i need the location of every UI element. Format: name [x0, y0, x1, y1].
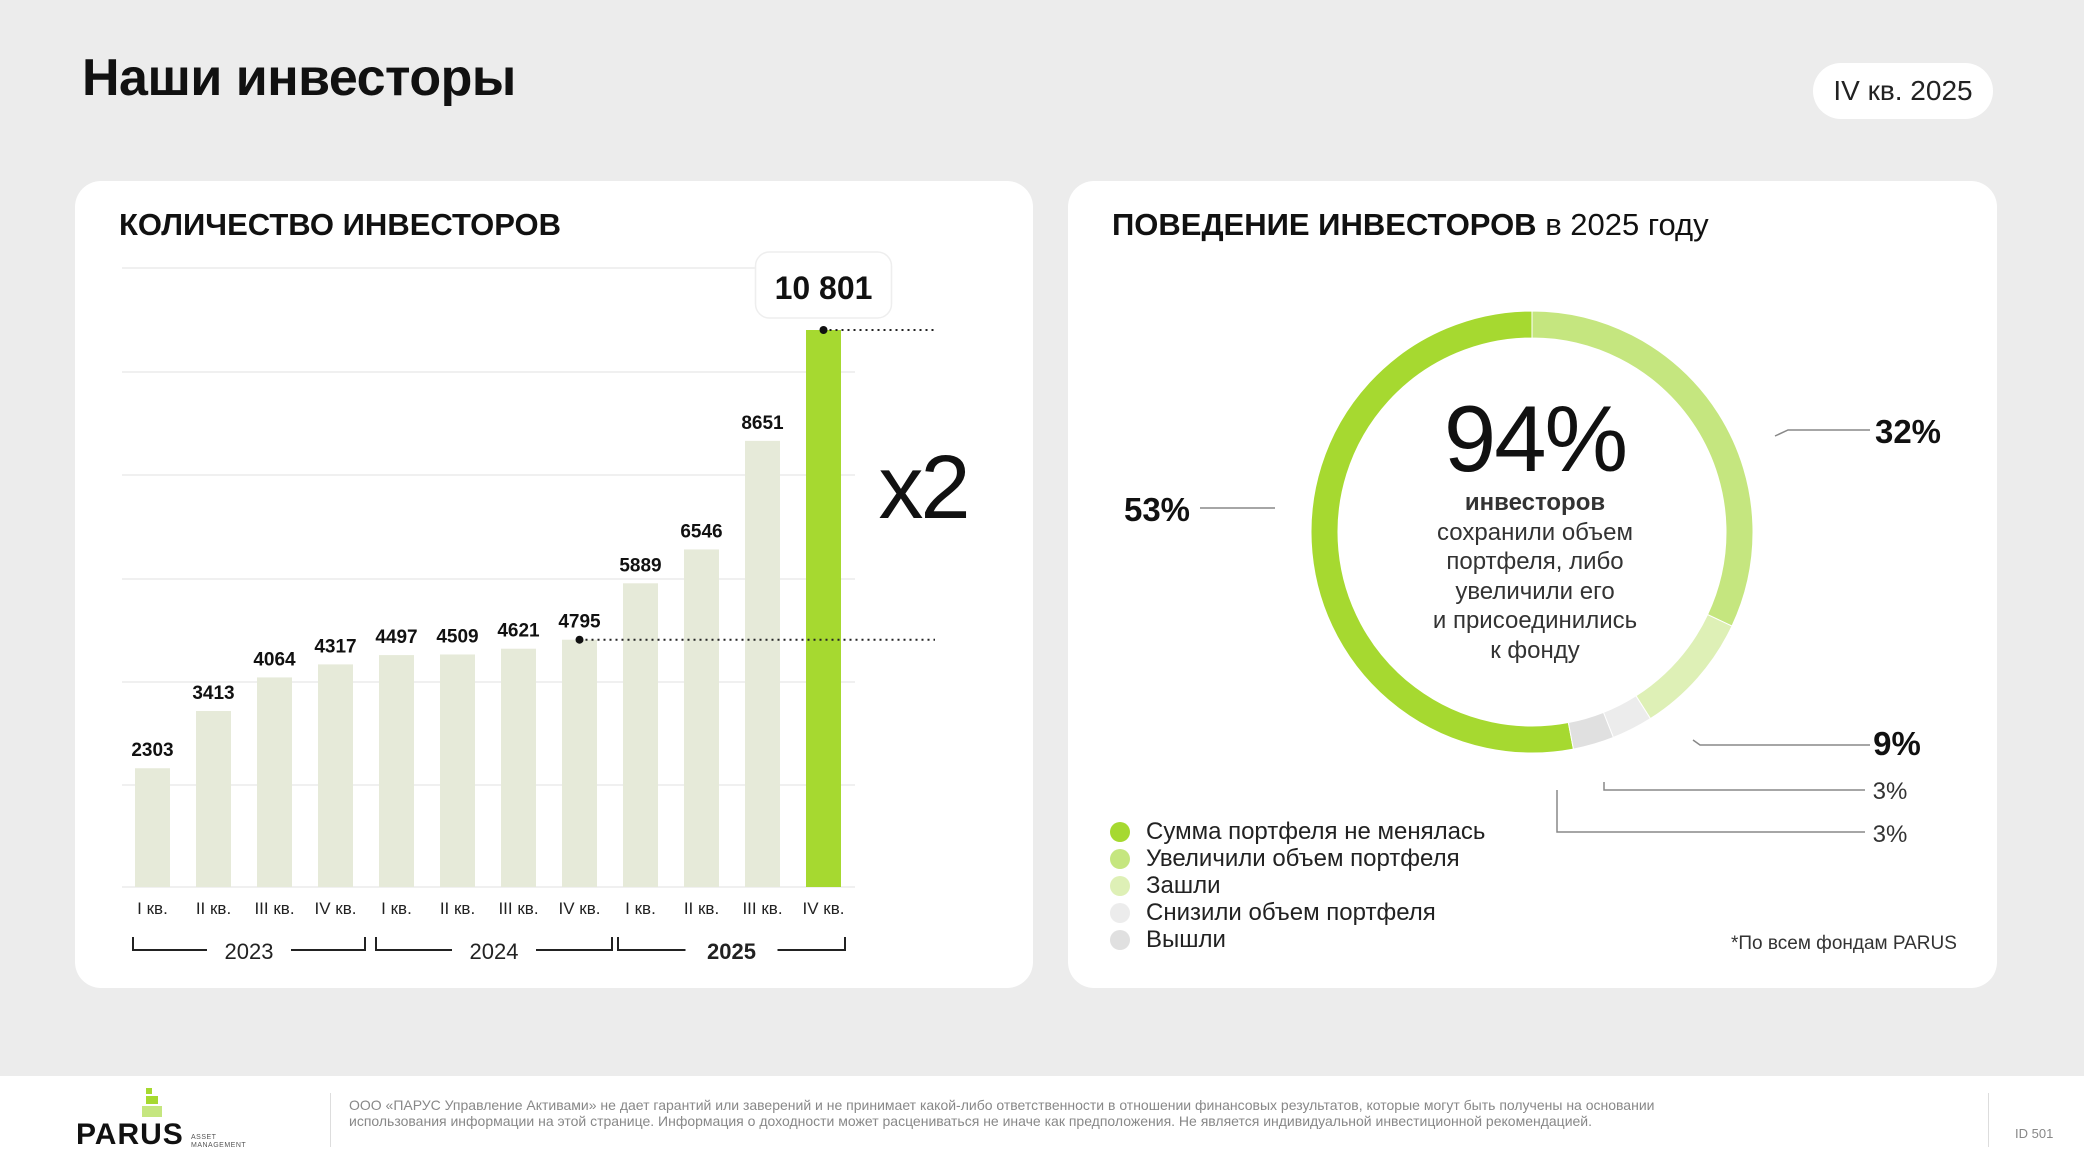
page-id: ID 501 — [2015, 1126, 2054, 1141]
donut-value-label: 3% — [1873, 778, 1908, 805]
highlight-callout — [754, 251, 893, 319]
legend-swatch — [1110, 848, 1130, 869]
page-title: Наши инвесторы — [82, 49, 516, 107]
x-tick-label: IV кв. — [315, 899, 357, 918]
footer — [0, 1076, 2084, 1164]
legend-swatch — [1110, 929, 1130, 950]
legend-item: Зашли — [1110, 872, 1485, 899]
donut-center-line: увеличили его — [1455, 577, 1615, 605]
year-bracket — [132, 937, 366, 951]
footer-divider — [1988, 1093, 1989, 1147]
legend-label: Зашли — [1146, 871, 1221, 899]
bar-value-label: 6546 — [680, 521, 722, 542]
legend-item: Увеличили объем портфеля — [1110, 845, 1485, 872]
donut-center-line: портфеля, либо — [1446, 548, 1624, 575]
bar-value-label: 8651 — [741, 413, 784, 434]
x-tick-label: I кв. — [625, 899, 656, 918]
legend-item: Снизили объем портфеля — [1110, 899, 1485, 926]
footnote: *По всем фондам PARUS — [1731, 933, 1957, 954]
x-tick-label: III кв. — [498, 899, 538, 918]
bar — [623, 583, 658, 887]
legal-disclaimer: ООО «ПАРУС Управление Активами» не дает … — [349, 1097, 1655, 1129]
bar — [684, 549, 719, 887]
bar-value-label: 2303 — [131, 740, 173, 761]
growth-multiplier: x2 — [878, 438, 967, 538]
bar — [745, 440, 780, 887]
donut-slice — [1567, 711, 1615, 750]
year-bracket — [375, 937, 613, 951]
bar-value-label: 4317 — [314, 636, 356, 657]
reference-dot — [575, 635, 584, 644]
parus-logo-icon — [142, 1088, 162, 1117]
donut-center-value: 94% — [1443, 386, 1628, 491]
x-tick-label: IV кв. — [803, 899, 845, 918]
investor-behavior-title-year: в 2025 году — [1536, 207, 1709, 242]
legend-swatch — [1110, 875, 1130, 896]
bar-value-label: 4497 — [375, 627, 417, 648]
year-group-label: 2024 — [470, 939, 519, 964]
x-tick-label: I кв. — [137, 899, 168, 918]
donut-hole — [1356, 356, 1708, 708]
bar-value-label: 4064 — [253, 649, 296, 670]
x-tick-label: II кв. — [440, 899, 475, 918]
donut-center-line: сохранили объем — [1437, 518, 1633, 546]
bar — [318, 664, 353, 887]
donut-leader-line — [1556, 790, 1865, 833]
legend-item: Сумма портфеля не менялась — [1110, 818, 1485, 845]
donut-value-label: 3% — [1873, 821, 1908, 848]
bar-value-label: 3413 — [192, 683, 234, 704]
year-group-label: 2023 — [225, 939, 274, 964]
bar-value-label: 4621 — [497, 621, 540, 642]
legend-label: Вышли — [1146, 925, 1226, 953]
investor-behavior-title-bold: ПОВЕДЕНИЕ ИНВЕСТОРОВ — [1112, 207, 1537, 242]
x-tick-label: III кв. — [254, 899, 294, 918]
bar-value-label: 4795 — [558, 612, 601, 633]
donut-center-caption: инвесторов сохранили объем портфеля, либ… — [1390, 488, 1680, 665]
bar — [135, 768, 170, 887]
bar — [562, 639, 597, 887]
bar — [440, 654, 475, 887]
year-bracket — [617, 937, 846, 951]
parus-logo-subtitle: ASSET MANAGEMENT — [191, 1134, 247, 1149]
x-tick-label: II кв. — [684, 899, 719, 918]
legend-swatch — [1110, 902, 1130, 923]
investor-behavior-title: ПОВЕДЕНИЕ ИНВЕСТОРОВ в 2025 году — [1112, 207, 1709, 243]
legend-label: Снизили объем портфеля — [1146, 898, 1436, 926]
x-tick-label: III кв. — [742, 899, 782, 918]
x-tick-label: IV кв. — [559, 899, 601, 918]
year-group-label: 2025 — [707, 939, 756, 964]
legend-label: Увеличили объем портфеля — [1146, 844, 1460, 872]
investor-count-title: КОЛИЧЕСТВО ИНВЕСТОРОВ — [119, 207, 562, 242]
donut-legend: Сумма портфеля не менялась Увеличили объ… — [1110, 818, 1485, 953]
legend-label: Сумма портфеля не менялась — [1146, 817, 1486, 845]
legend-item: Вышли — [1110, 926, 1485, 953]
bar — [379, 655, 414, 887]
donut-center-caption-bold: инвесторов — [1464, 489, 1606, 516]
parus-logo: PARUS — [76, 1118, 184, 1151]
bar — [257, 677, 292, 887]
donut-slice — [1310, 310, 1574, 754]
donut-leader-line — [1774, 429, 1870, 437]
donut-value-label: 53% — [1124, 491, 1190, 528]
donut-leader-line — [1603, 782, 1865, 791]
bar — [196, 710, 231, 887]
legend-swatch — [1110, 821, 1130, 842]
donut-leader-line — [1692, 739, 1870, 746]
highlight-value-label: 10 801 — [775, 270, 873, 306]
bar-value-label: 5889 — [619, 555, 661, 576]
footer-divider — [330, 1093, 331, 1147]
period-badge: IV кв. 2025 — [1813, 63, 1993, 119]
bar-value-label: 4509 — [436, 626, 478, 647]
x-tick-label: II кв. — [196, 899, 231, 918]
donut-center-line: и присоединились — [1432, 607, 1638, 634]
max-dot — [819, 326, 828, 334]
donut-value-label: 32% — [1875, 413, 1941, 450]
x-tick-label: I кв. — [381, 899, 412, 918]
donut-center-line: к фонду — [1490, 636, 1580, 664]
bar — [501, 648, 536, 887]
bar — [806, 330, 841, 887]
donut-value-label: 9% — [1873, 725, 1921, 762]
